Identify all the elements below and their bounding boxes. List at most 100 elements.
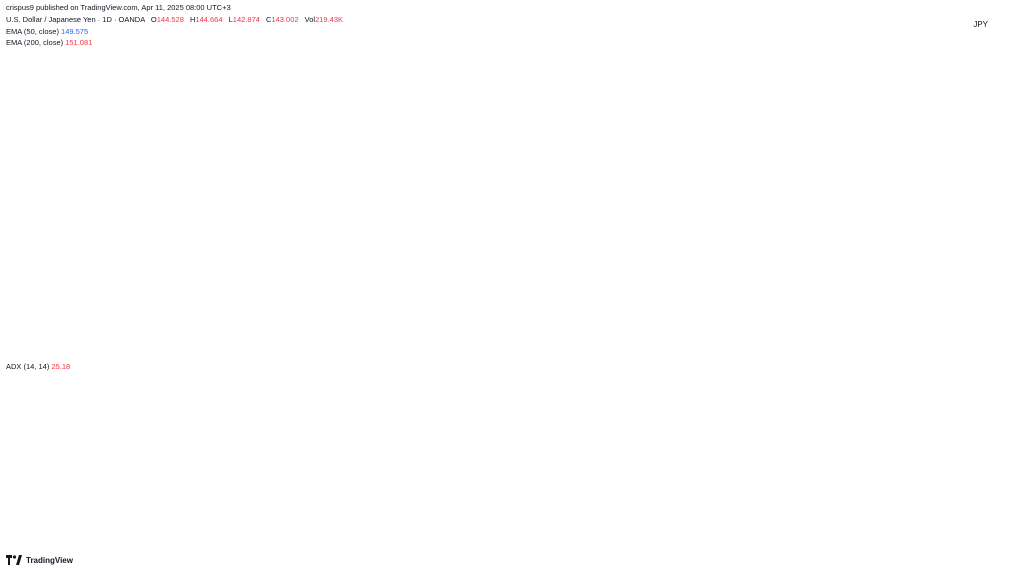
candle-body: [809, 185, 813, 196]
time-tick-label: Feb: [764, 534, 780, 544]
candle-body: [794, 204, 798, 215]
candle-body: [823, 218, 827, 226]
candle-body: [151, 100, 155, 116]
candle-body: [372, 258, 376, 270]
symbol-title: U.S. Dollar / Japanese Yen · 1D · OANDA: [6, 15, 145, 24]
candle-body: [36, 138, 40, 146]
candlesticks: [7, 42, 952, 327]
candle-body: [146, 100, 150, 107]
candle-body: [21, 150, 25, 166]
candle-body: [477, 193, 482, 200]
candle-body: [175, 118, 179, 128]
candle-body: [353, 265, 357, 275]
candle-body: [919, 226, 923, 246]
candle-body: [487, 169, 491, 178]
candle-body: [113, 136, 117, 143]
candle-body: [665, 99, 669, 105]
candle-body: [468, 201, 472, 205]
candle-body: [497, 160, 501, 168]
candle-body: [362, 249, 366, 266]
candle-body: [578, 188, 582, 197]
candle-body: [127, 111, 131, 122]
candle-body: [501, 168, 506, 178]
candle-body: [194, 86, 198, 95]
candle-body: [180, 108, 184, 118]
candle-body: [621, 133, 626, 145]
ema200-legend: EMA (200, close) 151.081: [6, 38, 92, 47]
tradingview-brand[interactable]: TradingView: [6, 555, 73, 565]
candle-body: [943, 245, 947, 267]
candle-body: [785, 203, 789, 208]
close-label: C: [266, 15, 272, 24]
candle-body: [593, 186, 597, 193]
candle-body: [367, 249, 371, 258]
candle-body: [876, 190, 880, 195]
candle-body: [722, 144, 726, 153]
candle-body: [276, 150, 280, 162]
candle-body: [17, 165, 21, 173]
candle-body: [257, 109, 261, 117]
candle-body: [69, 95, 73, 106]
candle-body: [45, 128, 49, 143]
candle-body: [218, 51, 222, 56]
candle-body: [516, 151, 520, 170]
candle-body: [756, 138, 760, 157]
candle-body: [117, 128, 121, 137]
candle-body: [660, 99, 664, 103]
candle-body: [573, 173, 578, 188]
candle-body: [890, 185, 894, 190]
adx-tick-label: 40.00: [974, 408, 997, 418]
candle-body: [266, 125, 270, 153]
candle-body: [895, 189, 899, 196]
candle-body: [886, 185, 890, 188]
candle-body: [305, 248, 309, 276]
time-tick-label: Apr: [913, 534, 927, 544]
candle-body: [564, 143, 568, 155]
price-tick-label: 162.000: [974, 43, 1007, 53]
time-tick-label: Sep: [376, 534, 392, 544]
candle-body: [780, 200, 784, 203]
candle-body: [535, 130, 539, 136]
candle-body: [396, 309, 400, 318]
candle-body: [737, 171, 741, 178]
candle-body: [12, 173, 16, 180]
candle-body: [881, 188, 885, 191]
candle-body: [271, 153, 275, 162]
adx-label: ADX (14, 14): [6, 362, 50, 371]
axes: 162.000 160.000 158.000 156.000 154.000 152.0…: [61, 43, 1006, 544]
candle-body: [545, 114, 549, 120]
level-tag: [967, 234, 1024, 248]
candle-body: [420, 266, 424, 276]
candle-body: [285, 185, 290, 205]
candle-body: [746, 154, 750, 170]
candle-body: [818, 204, 822, 218]
candle-body: [482, 178, 486, 193]
adx-value: 25.18: [51, 362, 71, 371]
candle-body: [338, 244, 342, 253]
candle-body: [93, 160, 97, 175]
candle-body: [866, 199, 870, 207]
price-tick-label: 154.000: [974, 143, 1007, 153]
candle-body: [156, 115, 160, 123]
price-tick-label: 150.000: [974, 193, 1007, 203]
candle-body: [862, 206, 866, 217]
candle-body: [132, 109, 136, 112]
candle-body: [790, 208, 794, 215]
adx-tick-label: 50.00: [974, 372, 997, 382]
time-tick-label: Nov: [534, 534, 551, 544]
candle-body: [122, 121, 126, 128]
candle-body: [98, 165, 102, 175]
candle-body: [74, 70, 78, 96]
price-tick-label: 152.000: [974, 168, 1007, 178]
candle-body: [597, 181, 602, 187]
candle-body: [377, 269, 381, 283]
candle-body: [348, 260, 352, 266]
candle-body: [247, 69, 251, 101]
candle-body: [703, 118, 707, 123]
open-value: 144.528: [156, 15, 184, 24]
publication-credit: crispus9 published on TradingView.com, A…: [6, 3, 231, 12]
candle-body: [804, 185, 808, 193]
candle-body: [641, 99, 645, 110]
grid-lines: [0, 0, 1024, 547]
